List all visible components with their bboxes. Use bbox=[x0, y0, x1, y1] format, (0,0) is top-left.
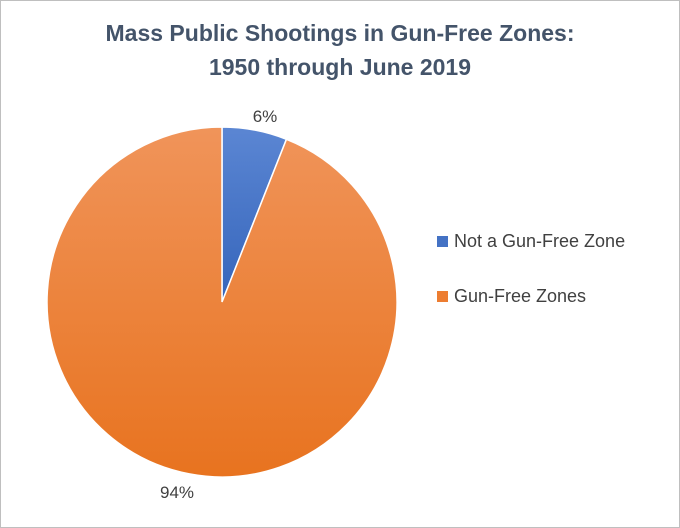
legend-label-not-gun-free: Not a Gun-Free Zone bbox=[454, 230, 626, 251]
legend-item-not-gun-free: Not a Gun-Free Zone bbox=[437, 228, 625, 254]
legend-swatch-blue bbox=[437, 235, 448, 247]
legend: Not a Gun-Free Zone Gun-Free Zones bbox=[437, 228, 625, 338]
legend-item-gun-free: Gun-Free Zones bbox=[437, 283, 625, 309]
legend-swatch-orange bbox=[437, 290, 448, 302]
slice-label-gun-free: 94% bbox=[160, 483, 194, 502]
slice-gun-free bbox=[46, 126, 398, 478]
chart-title: Mass Public Shootings in Gun-Free Zones:… bbox=[0, 16, 680, 84]
slice-label-not-gun-free: 6% bbox=[253, 107, 278, 126]
chart-title-line-2: 1950 through June 2019 bbox=[208, 54, 472, 80]
legend-label-gun-free: Gun-Free Zones bbox=[454, 285, 587, 306]
chart-title-line-1: Mass Public Shootings in Gun-Free Zones: bbox=[105, 20, 575, 46]
